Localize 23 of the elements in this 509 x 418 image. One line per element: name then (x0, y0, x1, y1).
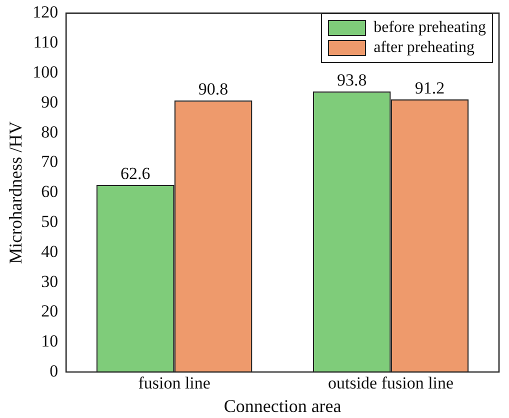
data-label: 90.8 (198, 79, 228, 98)
data-label: 93.8 (336, 70, 367, 90)
x-tick-label: fusion line (138, 374, 210, 393)
x-axis-title: Connection area (224, 396, 342, 416)
y-tick-label: 100 (32, 62, 58, 82)
y-tick-label: 60 (41, 182, 58, 202)
y-axis-title: Microhardness /HV (6, 121, 26, 264)
y-tick-label: 110 (33, 32, 58, 52)
y-tick-label: 90 (41, 92, 58, 112)
data-label: 62.6 (120, 164, 150, 183)
data-label: 91.2 (414, 78, 445, 98)
y-tick-label: 70 (41, 152, 58, 172)
legend-label: before preheating (374, 19, 486, 38)
y-tick-label: 40 (41, 242, 58, 261)
legend-label: after preheating (374, 39, 474, 58)
y-tick-label: 10 (41, 332, 58, 351)
y-tick-label: 80 (41, 122, 58, 142)
y-tick-label: 50 (41, 212, 58, 231)
x-tick-label: outside fusion line (328, 374, 454, 393)
y-tick-label: 0 (50, 361, 58, 380)
y-tick-label: 120 (32, 2, 58, 22)
y-tick-label: 30 (41, 272, 58, 291)
y-tick-label: 20 (41, 302, 58, 321)
